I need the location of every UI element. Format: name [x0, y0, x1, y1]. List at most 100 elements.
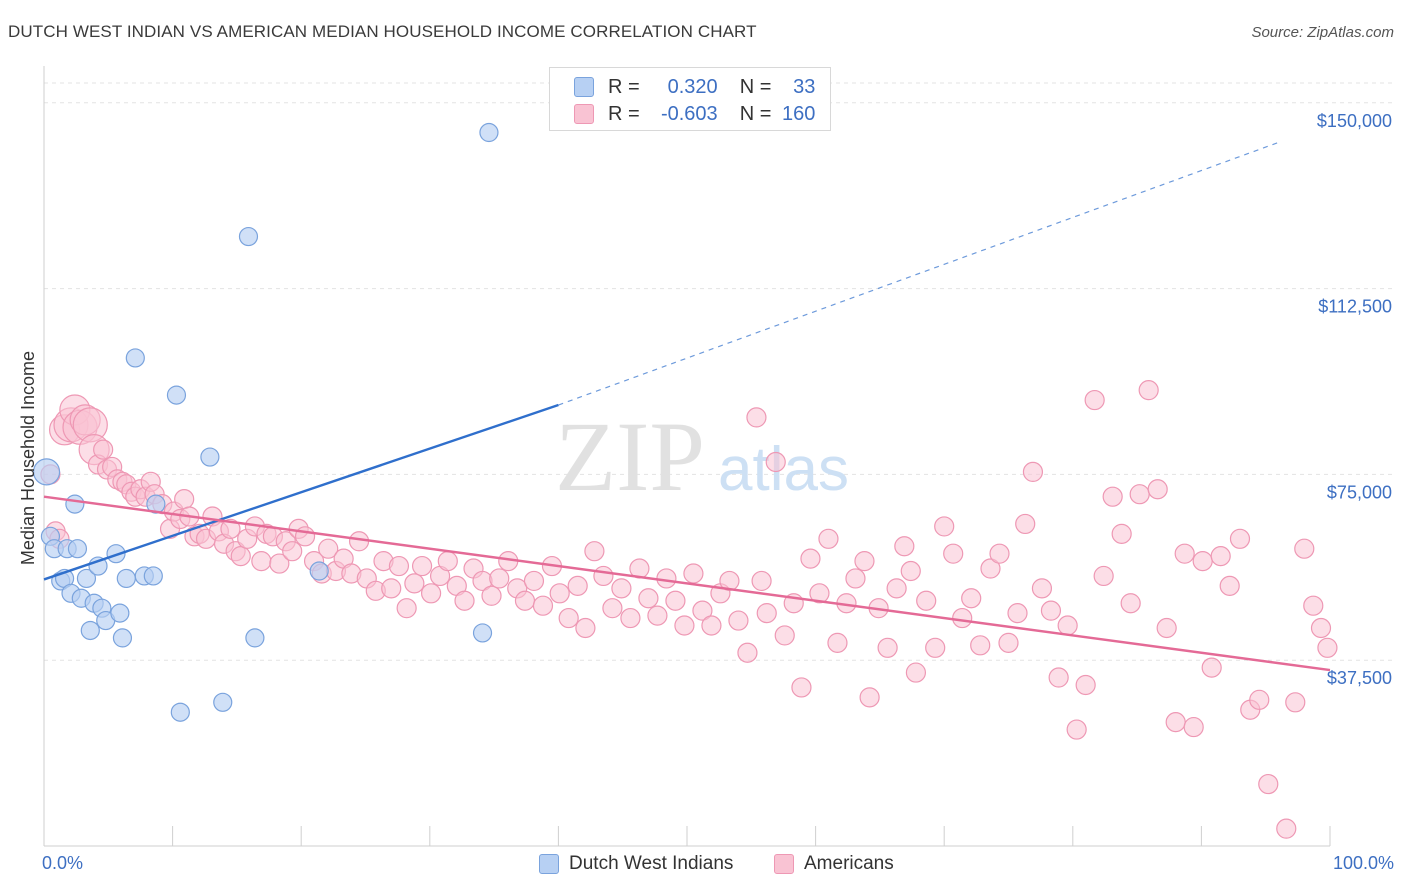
point-americans: [294, 526, 316, 547]
point-dutch-west-indians: [106, 544, 126, 564]
point-americans: [411, 555, 433, 577]
point-americans: [611, 578, 632, 599]
point-americans: [877, 637, 898, 658]
point-americans: [683, 563, 704, 584]
point-americans: [396, 598, 417, 619]
point-americans: [859, 687, 880, 708]
point-americans: [674, 615, 695, 636]
chart-source: Source: ZipAtlas.com: [1251, 24, 1394, 41]
point-americans: [1129, 484, 1150, 505]
point-americans: [765, 451, 786, 473]
point-americans: [620, 607, 641, 629]
point-americans: [1075, 674, 1096, 696]
point-americans: [1102, 486, 1123, 507]
point-americans: [692, 600, 713, 621]
point-americans: [1249, 689, 1270, 710]
point-americans: [998, 632, 1019, 653]
correlation-legend: R = 0.320 N = 33 R = -0.603 N = 160: [549, 67, 831, 131]
point-americans: [174, 489, 195, 510]
point-americans: [404, 573, 425, 594]
grid-lines: [44, 82, 1394, 661]
bottom-swatch-blue: [539, 854, 559, 874]
point-dutch-west-indians: [245, 628, 265, 648]
legend-row-dutch-west-indians: R = 0.320 N = 33: [574, 74, 815, 100]
point-dutch-west-indians: [116, 568, 136, 589]
trend-lines: [43, 141, 1331, 672]
point-americans: [1303, 595, 1324, 616]
point-americans: [800, 548, 821, 569]
point-americans: [1192, 550, 1213, 572]
point-americans: [1210, 546, 1231, 567]
point-americans: [1040, 600, 1062, 621]
point-americans: [1138, 380, 1159, 401]
watermark-atlas: atlas: [718, 435, 849, 504]
y-axis-label: Median Household Income: [18, 351, 38, 565]
trend-line-americans: [43, 495, 1331, 672]
y-tick-label: $150,000: [1317, 111, 1392, 131]
point-americans: [1294, 538, 1315, 559]
point-americans: [900, 560, 921, 582]
point-dutch-west-indians: [65, 494, 85, 514]
x-tick-min: 0.0%: [42, 853, 83, 873]
legend-n-value: 160: [782, 102, 816, 125]
point-americans: [1276, 818, 1297, 839]
watermark-zip: ZIP: [555, 401, 705, 512]
point-americans: [1201, 657, 1222, 678]
point-americans: [220, 518, 241, 539]
point-americans: [523, 570, 545, 592]
point-americans: [886, 578, 907, 599]
point-americans: [454, 590, 475, 611]
point-americans: [656, 568, 677, 589]
point-americans: [1022, 461, 1044, 483]
point-americans: [980, 558, 1001, 579]
point-americans: [728, 610, 749, 631]
point-americans: [916, 590, 937, 611]
point-americans: [575, 617, 596, 639]
point-dutch-west-indians: [213, 692, 233, 712]
bottom-legend-label: Americans: [804, 853, 894, 874]
point-americans: [1066, 719, 1087, 740]
point-americans: [952, 607, 973, 629]
trend-line-dutch-west-indians-extrapolated: [558, 141, 1279, 406]
point-americans: [1031, 578, 1053, 599]
point-dutch-west-indians: [146, 494, 166, 514]
point-americans: [1174, 543, 1195, 564]
point-americans: [549, 583, 570, 604]
bottom-swatch-pink: [774, 854, 794, 874]
point-americans: [1084, 389, 1105, 411]
point-americans: [567, 575, 588, 596]
point-americans: [791, 677, 812, 698]
legend-r-label: R =: [608, 102, 640, 125]
point-americans: [1310, 617, 1332, 639]
point-americans: [1219, 575, 1240, 596]
bottom-legend-americans: Americans: [774, 851, 894, 877]
point-americans: [381, 578, 402, 599]
point-americans: [420, 583, 442, 604]
point-dutch-west-indians: [238, 226, 259, 247]
legend-swatch-blue: [574, 77, 594, 97]
y-tick-label: $37,500: [1327, 668, 1392, 688]
point-americans: [1111, 523, 1132, 544]
point-americans: [1120, 593, 1141, 614]
point-americans: [1057, 615, 1078, 636]
point-americans: [934, 516, 955, 537]
legend-n-label: N =: [739, 75, 772, 98]
legend-n-label: N =: [739, 102, 772, 125]
point-americans: [925, 637, 946, 658]
point-americans: [638, 588, 659, 609]
point-americans: [584, 541, 605, 562]
point-americans: [93, 439, 114, 460]
point-americans: [737, 642, 758, 663]
point-americans: [1007, 603, 1028, 624]
point-americans: [1229, 528, 1251, 549]
point-americans: [1285, 692, 1306, 713]
point-americans: [719, 570, 740, 592]
point-americans: [282, 541, 303, 562]
legend-swatch-pink: [574, 104, 594, 124]
point-dutch-west-indians: [125, 348, 145, 368]
point-americans: [481, 585, 502, 606]
point-dutch-west-indians: [80, 620, 100, 641]
point-dutch-west-indians: [76, 568, 97, 589]
point-americans: [318, 538, 339, 559]
